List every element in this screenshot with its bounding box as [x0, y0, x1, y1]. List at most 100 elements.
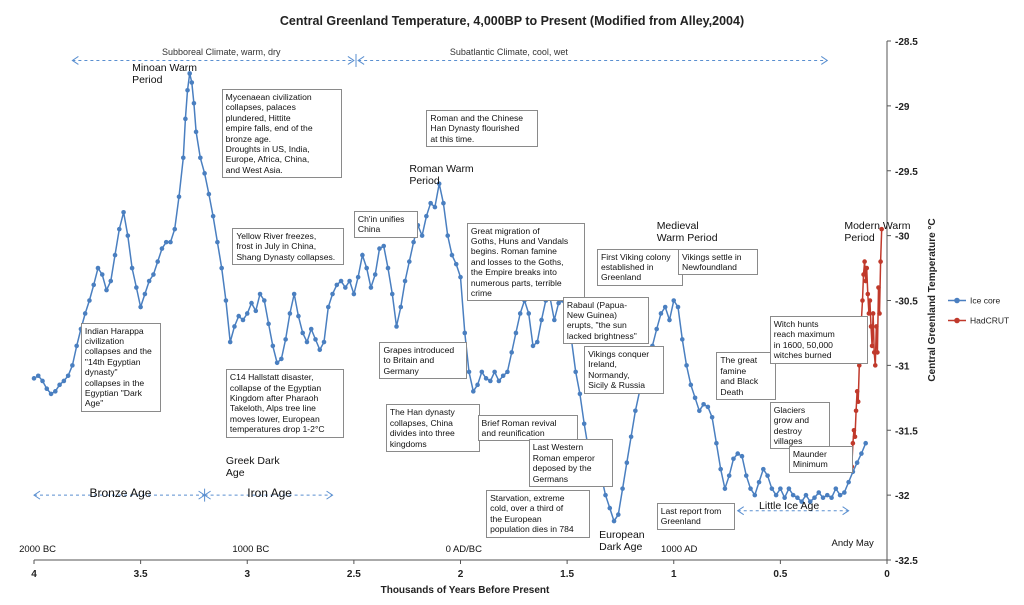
hadcrut-point — [860, 298, 865, 303]
ice-core-point — [407, 259, 412, 264]
hadcrut-point — [856, 363, 862, 368]
ice-core-point — [313, 337, 318, 342]
ice-core-point — [74, 343, 79, 349]
ice-core-point — [718, 466, 723, 472]
ice-core-point — [505, 369, 510, 375]
ice-core-point — [108, 278, 114, 284]
ice-core-point — [180, 155, 186, 161]
annotation-starvation: Starvation, extreme cold, over a third o… — [486, 489, 591, 538]
ice-core-point — [134, 285, 139, 290]
ice-core-point — [513, 330, 519, 336]
ice-core-point — [65, 373, 71, 379]
ice-core-point — [441, 200, 446, 206]
hadcrut-point — [869, 343, 875, 349]
ice-core-point — [223, 298, 229, 303]
ice-core-point — [705, 404, 711, 410]
y-tick-label: -29.5 — [895, 167, 918, 178]
european-dark-age-label: European Dark Age — [599, 528, 645, 553]
ice-core-point — [539, 317, 544, 323]
x-tick-label: 3.5 — [134, 569, 148, 580]
ice-core-point — [726, 473, 732, 478]
ice-core-point — [854, 460, 860, 465]
x-tick-label: 0.5 — [773, 569, 787, 580]
ice-core-point — [244, 311, 250, 316]
legend-swatch-marker — [954, 297, 960, 304]
ice-core-point — [117, 226, 122, 232]
y-tick-label: -31 — [895, 361, 910, 372]
ice-core-point — [611, 518, 617, 524]
chart-title: Central Greenland Temperature, 4,000BP t… — [280, 14, 744, 28]
ice-core-point — [176, 194, 182, 199]
y-tick-label: -30.5 — [895, 297, 918, 308]
ice-core-point — [61, 378, 67, 384]
ice-core-point — [799, 499, 804, 504]
ice-core-point — [279, 356, 284, 362]
ice-core-point — [53, 389, 58, 394]
ice-core-point — [398, 304, 404, 310]
hadcrut-point — [854, 389, 860, 394]
ice-core-point — [436, 181, 442, 187]
ice-core-point — [202, 171, 207, 176]
ice-core-point — [215, 239, 220, 245]
ice-core-point — [428, 200, 433, 206]
ice-core-point — [253, 308, 259, 314]
ice-core-point — [483, 376, 489, 381]
ice-core-point — [833, 486, 839, 491]
ice-core-point — [496, 378, 502, 384]
ice-core-point — [458, 274, 463, 280]
ice-core-point — [424, 213, 429, 219]
hadcrut-point — [862, 259, 867, 264]
ice-core-point — [300, 330, 305, 336]
hadcrut-point — [865, 291, 871, 297]
ice-core-point — [402, 278, 408, 284]
legend-label: HadCRUT — [970, 316, 1009, 326]
ice-core-point — [198, 155, 203, 161]
annotation-famine: The great famine and Black Death — [716, 352, 777, 401]
ice-core-point — [99, 272, 105, 277]
ice-core-point — [790, 492, 796, 498]
annotation-yellow-river: Yellow River freezes, frost in July in C… — [232, 227, 345, 266]
ice-core-point — [552, 317, 557, 323]
ice-core-point — [121, 209, 126, 215]
axes: 4 3.5 3 2.5 2 1.5 1 0.5 0 -28.5 -29 -29.5 -30 -30.5 -3… — [31, 37, 918, 580]
ice-core-point — [419, 233, 425, 238]
annotation-rabaul: Rabaul (Papua- New Guinea) erupts, "the … — [562, 296, 649, 345]
ice-core-point — [795, 495, 800, 501]
date-0ad-label: 0 AD/BC — [445, 544, 482, 556]
ice-core-point — [556, 300, 561, 306]
y-tick-label: -30 — [895, 232, 910, 243]
y-tick-label: -29 — [895, 102, 910, 113]
ice-core-point — [667, 317, 672, 323]
ice-core-point — [351, 291, 357, 297]
iron-age-label: Iron Age — [247, 486, 292, 501]
ice-core-point — [684, 363, 689, 368]
ice-core-point — [330, 291, 335, 297]
ice-core-point — [291, 291, 297, 297]
ice-core-point — [679, 337, 685, 342]
hadcrut-point — [878, 259, 883, 264]
legend-swatch-marker — [954, 317, 960, 324]
ice-core-point — [172, 226, 178, 232]
ice-core-point — [270, 343, 276, 349]
ice-core-point — [449, 252, 455, 258]
ice-core-point — [709, 414, 715, 420]
ice-core-point — [317, 347, 323, 353]
ice-core-point — [739, 453, 745, 459]
annotation-maunder: Maunder Minimum — [788, 445, 853, 473]
annotation-grapes: Grapes introduced to Britain and Germany — [379, 342, 468, 380]
ice-core-point — [829, 495, 834, 501]
annotation-goths: Great migration of Goths, Huns and Vanda… — [466, 222, 585, 302]
ice-core-point — [782, 495, 787, 501]
ice-core-point — [35, 373, 41, 379]
ice-core-point — [142, 291, 148, 297]
ice-core-point — [466, 369, 472, 375]
ice-core-point — [249, 300, 254, 306]
ice-core-point — [155, 259, 160, 264]
ice-core-point — [334, 282, 340, 288]
hadcrut-point — [864, 265, 870, 271]
ice-core-point — [778, 486, 783, 491]
ice-core-point — [185, 88, 190, 93]
ice-core-point — [125, 233, 131, 238]
ice-core-point — [343, 285, 348, 290]
x-tick-label: 1.5 — [560, 569, 574, 580]
